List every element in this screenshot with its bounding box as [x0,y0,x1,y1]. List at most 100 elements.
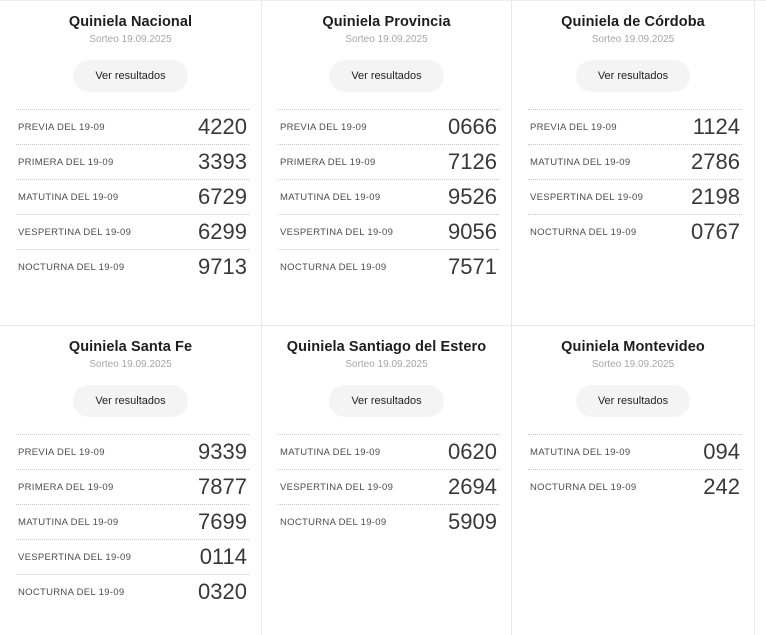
draw-number: 9056 [448,219,497,244]
result-row: NOCTURNA DEL 19-09 242 [528,469,742,504]
draw-number: 0767 [691,219,740,244]
ver-resultados-button[interactable]: Ver resultados [575,385,691,417]
result-row: NOCTURNA DEL 19-09 9713 [16,249,249,284]
draw-label: PREVIA DEL 19-09 [18,446,105,458]
ver-resultados-button[interactable]: Ver resultados [73,60,188,92]
draw-number: 6729 [198,184,247,209]
draw-number: 2198 [691,184,740,209]
draw-label: MATUTINA DEL 19-09 [18,191,119,203]
draw-number: 7699 [198,509,247,534]
ver-resultados-button[interactable]: Ver resultados [329,60,444,92]
quiniela-card: Quiniela Nacional Sorteo 19.09.2025 Ver … [0,1,262,326]
card-draw-date: Sorteo 19.09.2025 [345,359,428,370]
draw-number: 7877 [198,474,247,499]
card-draw-date: Sorteo 19.09.2025 [591,359,675,370]
result-row: MATUTINA DEL 19-09 2786 [528,144,742,179]
card-title: Quiniela Provincia [322,14,451,30]
card-title: Quiniela Santa Fe [68,339,193,355]
draw-label: PRIMERA DEL 19-09 [280,156,376,168]
ver-resultados-button[interactable]: Ver resultados [575,60,691,92]
card-draw-date: Sorteo 19.09.2025 [591,34,675,45]
card-title: Quiniela Montevideo [561,339,705,355]
result-row: PRIMERA DEL 19-09 7877 [16,469,249,504]
card-draw-date: Sorteo 19.09.2025 [89,359,172,370]
draw-number: 2786 [691,149,740,174]
draw-label: PRIMERA DEL 19-09 [18,156,114,168]
result-row: VESPERTINA DEL 19-09 6299 [16,214,249,249]
card-title: Quiniela de Córdoba [561,14,705,30]
draw-number: 1124 [692,114,740,139]
ver-resultados-button[interactable]: Ver resultados [73,385,188,417]
quiniela-card: Quiniela Provincia Sorteo 19.09.2025 Ver… [262,1,512,326]
result-row: PREVIA DEL 19-09 0666 [278,109,499,144]
results-list: MATUTINA DEL 19-09 0620 VESPERTINA DEL 1… [262,434,511,539]
result-row: PRIMERA DEL 19-09 3393 [16,144,249,179]
draw-label: VESPERTINA DEL 19-09 [18,226,132,238]
draw-number: 7126 [448,149,497,174]
result-row: VESPERTINA DEL 19-09 9056 [278,214,499,249]
result-row: PREVIA DEL 19-09 1124 [528,109,742,144]
draw-label: PREVIA DEL 19-09 [18,121,105,133]
draw-label: MATUTINA DEL 19-09 [530,156,631,168]
result-row: PRIMERA DEL 19-09 7126 [278,144,499,179]
draw-number: 6299 [198,219,247,244]
draw-label: NOCTURNA DEL 19-09 [18,261,125,273]
card-draw-date: Sorteo 19.09.2025 [89,34,172,45]
result-row: MATUTINA DEL 19-09 9526 [278,179,499,214]
result-row: NOCTURNA DEL 19-09 7571 [278,249,499,284]
results-list: PREVIA DEL 19-09 1124 MATUTINA DEL 19-09… [512,109,754,249]
draw-label: MATUTINA DEL 19-09 [18,516,119,528]
result-row: NOCTURNA DEL 19-09 5909 [278,504,499,539]
draw-number: 0666 [448,114,497,139]
draw-number: 0114 [199,544,247,569]
draw-number: 2694 [448,474,497,499]
draw-label: VESPERTINA DEL 19-09 [530,191,644,203]
quiniela-card: Quiniela Santa Fe Sorteo 19.09.2025 Ver … [0,326,262,635]
draw-number: 9526 [448,184,497,209]
result-row: MATUTINA DEL 19-09 6729 [16,179,249,214]
draw-label: MATUTINA DEL 19-09 [530,446,631,458]
draw-number: 242 [703,474,740,499]
result-row: MATUTINA DEL 19-09 0620 [278,434,499,469]
draw-label: NOCTURNA DEL 19-09 [530,481,637,493]
result-row: VESPERTINA DEL 19-09 2694 [278,469,499,504]
draw-number: 9339 [198,439,247,464]
draw-label: NOCTURNA DEL 19-09 [18,586,125,598]
result-row: VESPERTINA DEL 19-09 2198 [528,179,742,214]
results-list: PREVIA DEL 19-09 0666 PRIMERA DEL 19-09 … [262,109,511,284]
draw-number: 7571 [448,254,497,279]
result-row: MATUTINA DEL 19-09 094 [528,434,742,469]
draw-number: 9713 [198,254,247,279]
card-title: Quiniela Nacional [68,14,193,30]
draw-label: PRIMERA DEL 19-09 [18,481,114,493]
draw-label: MATUTINA DEL 19-09 [280,446,381,458]
draw-label: MATUTINA DEL 19-09 [280,191,381,203]
quiniela-card: Quiniela Santiago del Estero Sorteo 19.0… [262,326,512,635]
draw-label: VESPERTINA DEL 19-09 [280,481,394,493]
draw-number: 5909 [448,509,497,534]
results-list: PREVIA DEL 19-09 9339 PRIMERA DEL 19-09 … [0,434,261,609]
draw-number: 4220 [198,114,247,139]
result-row: MATUTINA DEL 19-09 7699 [16,504,249,539]
result-row: PREVIA DEL 19-09 4220 [16,109,249,144]
draw-number: 0620 [448,439,497,464]
result-row: VESPERTINA DEL 19-09 0114 [16,539,249,574]
draw-label: VESPERTINA DEL 19-09 [280,226,394,238]
draw-label: NOCTURNA DEL 19-09 [280,261,387,273]
draw-label: NOCTURNA DEL 19-09 [530,226,637,238]
result-row: NOCTURNA DEL 19-09 0320 [16,574,249,609]
results-list: PREVIA DEL 19-09 4220 PRIMERA DEL 19-09 … [0,109,261,284]
draw-number: 0320 [198,579,247,604]
results-list: MATUTINA DEL 19-09 094 NOCTURNA DEL 19-0… [512,434,754,504]
quiniela-card: Quiniela de Córdoba Sorteo 19.09.2025 Ve… [512,1,755,326]
draw-label: NOCTURNA DEL 19-09 [280,516,387,528]
ver-resultados-button[interactable]: Ver resultados [329,385,444,417]
card-title: Quiniela Santiago del Estero [286,339,487,355]
draw-label: VESPERTINA DEL 19-09 [18,551,132,563]
result-row: NOCTURNA DEL 19-09 0767 [528,214,742,249]
draw-number: 3393 [198,149,247,174]
draw-number: 094 [703,439,740,464]
card-draw-date: Sorteo 19.09.2025 [345,34,428,45]
